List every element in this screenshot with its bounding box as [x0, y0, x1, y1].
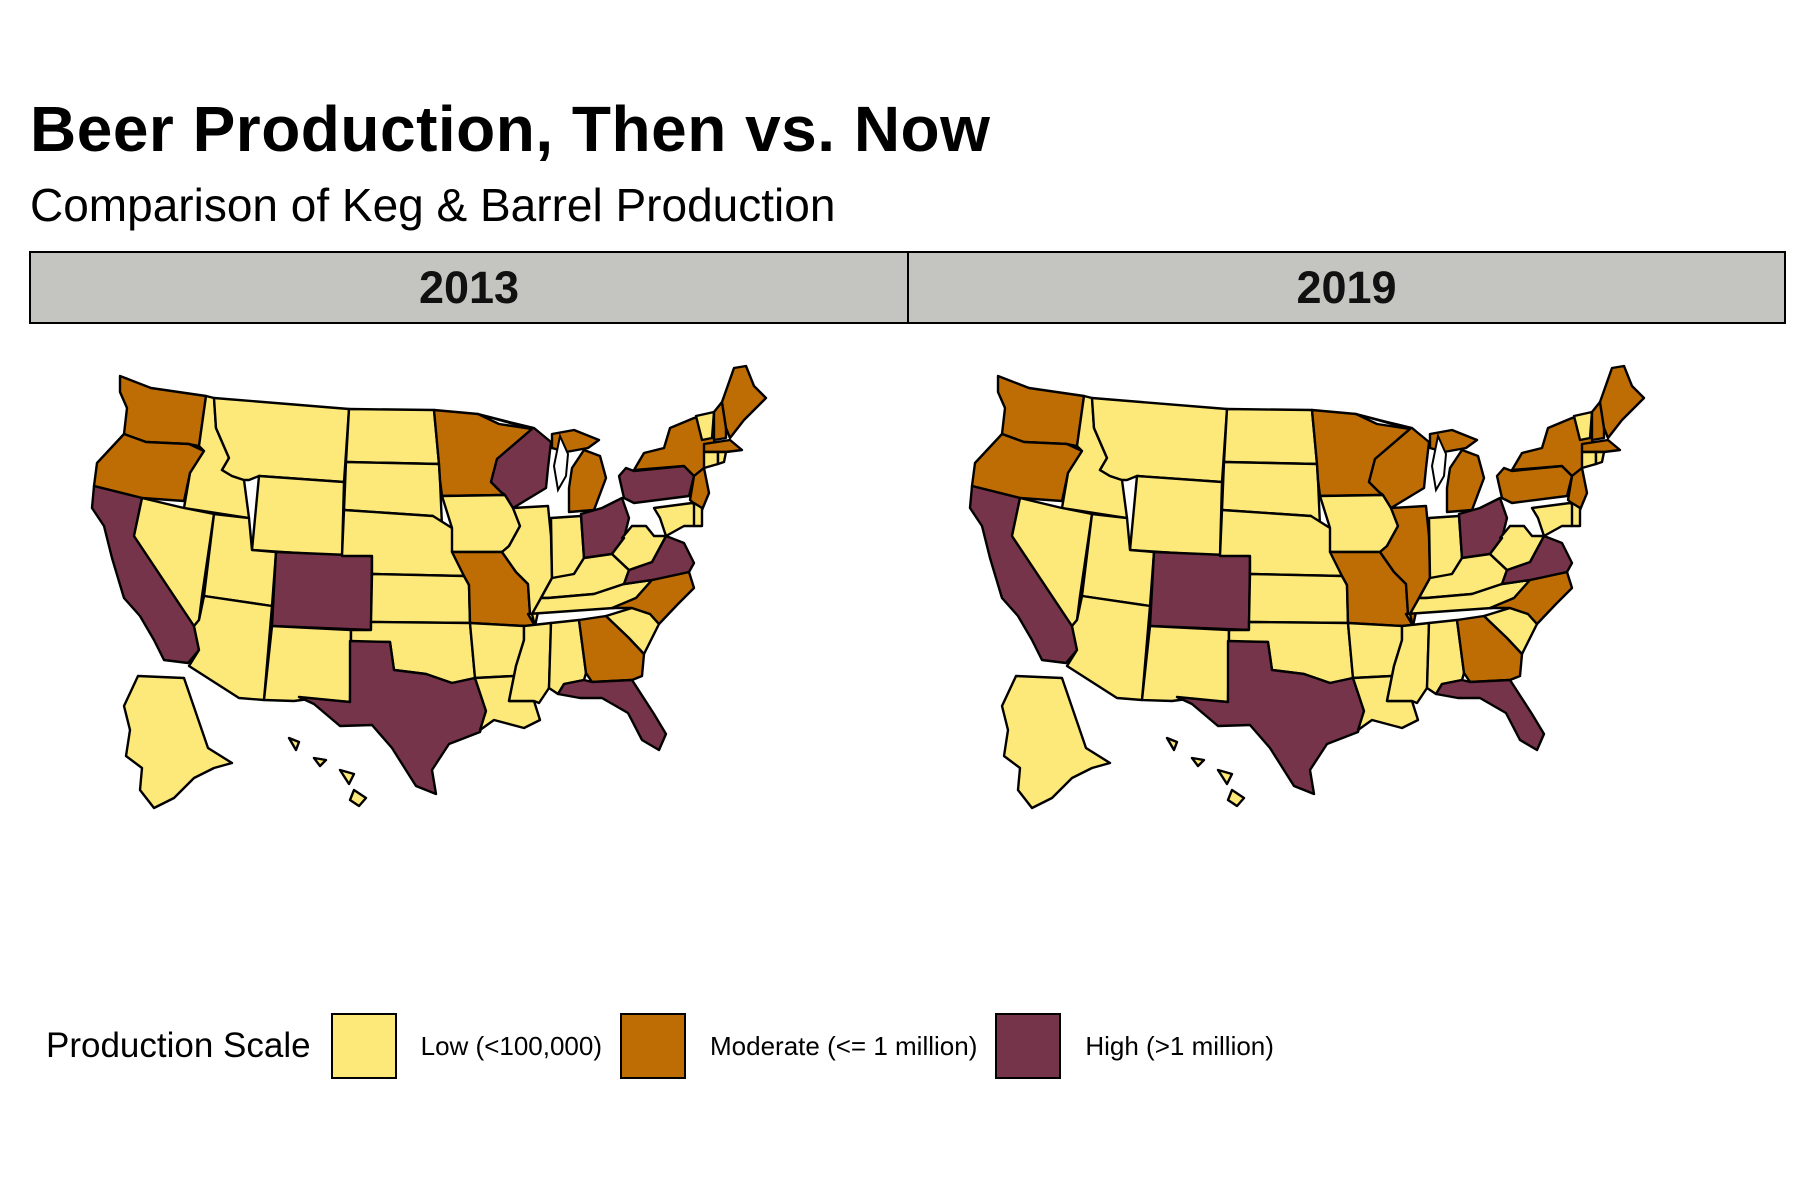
- state-wv-2013: [610, 524, 668, 572]
- state-wv-2019: [1488, 524, 1546, 572]
- state-nd-2019: [1222, 407, 1319, 466]
- legend-swatch-low: [330, 1013, 397, 1079]
- state-me-2019: [1598, 364, 1646, 440]
- state-pa-2013: [617, 464, 696, 505]
- lake-michigan: [1430, 432, 1448, 493]
- map-panel-2019: [907, 350, 1787, 940]
- state-ks-2013: [369, 572, 472, 625]
- state-wy-2019: [1128, 474, 1224, 558]
- state-de-2013: [692, 501, 704, 528]
- state-nj-2013: [688, 466, 711, 512]
- state-mt-2013: [212, 396, 351, 484]
- legend-item-high: High (>1 million): [995, 1013, 1274, 1079]
- state-wa-2019: [996, 374, 1086, 448]
- state-fl-2019: [1434, 678, 1546, 752]
- us-map-2013: [90, 364, 768, 810]
- state-ak-2013: [122, 674, 234, 810]
- legend: Production Scale Low (<100,000) Moderate…: [46, 1010, 1292, 1082]
- state-nm-2013: [262, 624, 353, 704]
- state-ia-2013: [440, 493, 522, 554]
- state-ma-2013: [702, 438, 744, 454]
- state-vt-2019: [1572, 410, 1594, 442]
- panel-label-2013: 2013: [29, 251, 909, 324]
- state-ak-2019: [1000, 674, 1112, 810]
- page-title: Beer Production, Then vs. Now: [30, 93, 991, 165]
- legend-item-low: Low (<100,000): [330, 1013, 603, 1079]
- panel-label-2019: 2019: [907, 251, 1786, 324]
- state-mt-2019: [1090, 396, 1229, 484]
- legend-title: Production Scale: [46, 1026, 311, 1065]
- state-ct-2013: [702, 450, 720, 470]
- state-az-2019: [1065, 594, 1152, 702]
- legend-label-low: Low (<100,000): [420, 1030, 603, 1061]
- state-nm-2019: [1140, 624, 1231, 704]
- state-nc-2019: [1488, 570, 1574, 626]
- legend-swatch-moderate: [620, 1013, 687, 1079]
- state-pa-2019: [1495, 464, 1574, 505]
- state-hi-2019: [1165, 736, 1246, 808]
- state-ma-2019: [1580, 438, 1622, 454]
- state-ia-2019: [1318, 493, 1400, 554]
- legend-item-moderate: Moderate (<= 1 million): [620, 1013, 977, 1079]
- state-ri-2013: [716, 450, 728, 466]
- legend-swatch-high: [995, 1013, 1062, 1079]
- state-ks-2019: [1247, 572, 1350, 625]
- state-wy-2013: [250, 474, 346, 558]
- state-tx-2019: [1175, 639, 1366, 796]
- state-ri-2019: [1594, 450, 1606, 466]
- state-wa-2013: [118, 374, 208, 448]
- state-co-2019: [1148, 550, 1252, 632]
- map-panel-2013: [29, 350, 909, 940]
- state-hi-2013: [287, 736, 368, 808]
- state-layer: [90, 364, 768, 810]
- state-fl-2013: [556, 678, 668, 752]
- legend-label-high: High (>1 million): [1085, 1030, 1274, 1061]
- state-layer: [968, 364, 1646, 810]
- state-me-2013: [720, 364, 768, 440]
- state-co-2013: [270, 550, 374, 632]
- legend-label-moderate: Moderate (<= 1 million): [710, 1030, 978, 1061]
- lake-michigan: [552, 432, 570, 493]
- state-nj-2019: [1566, 466, 1589, 512]
- state-vt-2013: [694, 410, 716, 442]
- state-nc-2013: [610, 570, 696, 626]
- state-tx-2013: [297, 639, 488, 796]
- page-subtitle: Comparison of Keg & Barrel Production: [30, 179, 836, 231]
- state-nd-2013: [344, 407, 441, 466]
- us-map-2019: [968, 364, 1646, 810]
- state-az-2013: [187, 594, 274, 702]
- state-ct-2019: [1580, 450, 1598, 470]
- state-de-2019: [1570, 501, 1582, 528]
